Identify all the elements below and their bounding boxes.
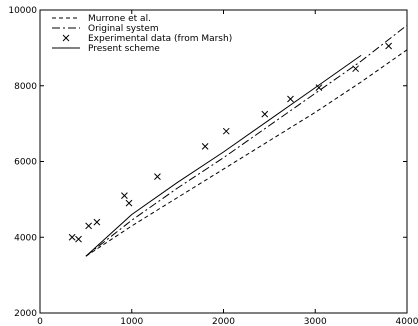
data-point-experimental-data-from-marsh <box>222 127 230 135</box>
data-point-experimental-data-from-marsh <box>287 95 294 103</box>
marker-stroke <box>125 199 133 207</box>
marker-stroke <box>75 235 82 243</box>
data-point-experimental-data-from-marsh <box>315 84 323 91</box>
x-tick-label: 3000 <box>304 317 327 326</box>
data-point-experimental-data-from-marsh <box>261 110 269 118</box>
series-line-murrone-et-al <box>85 49 408 257</box>
marker-stroke <box>385 42 393 50</box>
legend-label-murrone-et-al: Murrone et al. <box>88 14 151 24</box>
marker-stroke <box>68 233 76 241</box>
data-point-experimental-data-from-marsh <box>352 65 359 73</box>
legend-label-present-scheme: Present scheme <box>88 44 160 54</box>
data-point-experimental-data-from-marsh <box>75 235 82 243</box>
x-tick-label: 2000 <box>212 317 235 326</box>
y-tick-label: 4000 <box>14 233 37 243</box>
axes <box>39 9 408 314</box>
data-point-experimental-data-from-marsh <box>125 199 133 207</box>
y-tick-label: 10000 <box>8 6 37 16</box>
marker-stroke <box>261 110 269 118</box>
y-tick-label: 6000 <box>14 158 37 168</box>
x-tick-label: 0 <box>37 317 43 326</box>
data-point-experimental-data-from-marsh <box>85 222 92 230</box>
data-point-experimental-data-from-marsh <box>121 192 128 199</box>
marker-stroke <box>222 127 230 135</box>
marker-stroke <box>315 84 323 91</box>
y-tick-label: 8000 <box>14 82 37 92</box>
y-tick-label: 2000 <box>14 309 37 319</box>
data-point-experimental-data-from-marsh <box>385 42 393 50</box>
data-point-experimental-data-from-marsh <box>201 142 209 150</box>
legend-label-experimental-data-from-marsh: Experimental data (from Marsh) <box>88 34 232 44</box>
x-tick-label: 4000 <box>396 317 418 326</box>
marker-stroke <box>93 218 101 226</box>
legend: Murrone et al.Original systemExperimenta… <box>52 14 232 54</box>
plot-frame <box>39 9 408 314</box>
series-line-present-scheme <box>85 54 362 257</box>
marker-stroke <box>154 173 161 181</box>
data-point-experimental-data-from-marsh <box>93 218 101 226</box>
series-line-original-system <box>85 24 408 257</box>
data-point-experimental-data-from-marsh <box>68 233 76 241</box>
marker-stroke <box>85 222 92 230</box>
x-tick-label: 1000 <box>120 317 143 326</box>
marker-stroke <box>352 65 359 73</box>
ticks: 0 1000 2000 3000 4000 2000 4000 6000 8000 10000 <box>8 6 418 326</box>
marker-stroke <box>121 192 128 199</box>
marker-stroke <box>201 142 209 150</box>
series <box>68 24 408 257</box>
data-point-experimental-data-from-marsh <box>154 173 161 181</box>
legend-swatch-experimental-data-from-marsh <box>62 34 70 42</box>
marker-stroke <box>287 95 294 103</box>
legend-label-original-system: Original system <box>88 24 159 34</box>
